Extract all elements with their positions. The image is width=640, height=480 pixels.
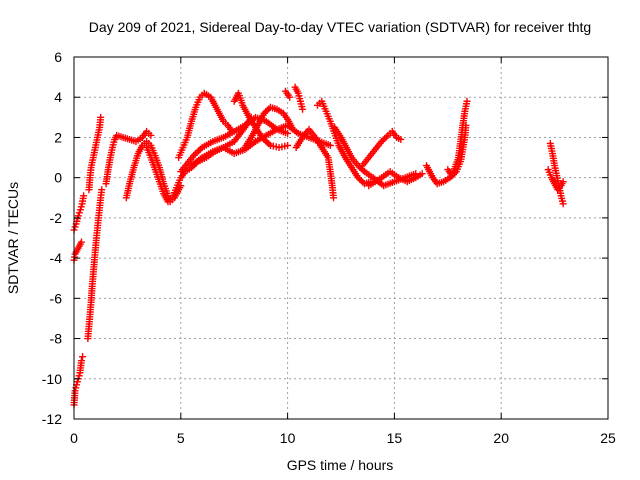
y-tick-label: -2: [50, 210, 63, 226]
y-tick-label: 2: [54, 129, 62, 145]
data-point: [286, 93, 294, 101]
data-point: [265, 105, 273, 113]
y-tick-label: -10: [42, 371, 62, 387]
data-point: [418, 170, 426, 178]
y-tick-label: -8: [50, 331, 63, 347]
data-point: [397, 135, 405, 143]
data-point: [195, 147, 203, 155]
x-tick-label: 15: [387, 430, 403, 446]
y-tick-label: -4: [50, 250, 63, 266]
y-tick-label: -6: [50, 290, 63, 306]
x-tick-label: 0: [70, 430, 78, 446]
data-point: [463, 97, 471, 105]
data-point: [79, 353, 87, 361]
data-point: [80, 192, 88, 200]
data-point: [299, 105, 307, 113]
data-point: [191, 150, 199, 158]
data-points: [70, 83, 567, 409]
x-axis-ticks: 0 5 10 15 20 25: [70, 57, 616, 446]
x-axis-label: GPS time / hours: [287, 457, 394, 473]
x-tick-label: 25: [600, 430, 616, 446]
data-point: [284, 129, 292, 137]
x-tick-label: 10: [280, 430, 296, 446]
y-axis-label: SDTVAR / TECUs: [5, 182, 21, 294]
data-point: [559, 178, 567, 186]
data-point: [193, 148, 201, 156]
data-point: [77, 357, 85, 365]
data-point: [288, 123, 296, 131]
y-tick-label: 6: [54, 49, 62, 65]
chart-title: Day 209 of 2021, Sidereal Day-to-day VTE…: [89, 19, 591, 35]
data-point: [559, 200, 567, 208]
data-point: [326, 141, 334, 149]
plot-frame: [73, 56, 609, 420]
data-point: [382, 133, 390, 141]
data-point: [77, 238, 85, 246]
data-point: [98, 186, 106, 194]
y-tick-label: 4: [54, 89, 62, 105]
y-axis-ticks: -12 -10 -8 -6 -4 -2 0 2 4 6: [42, 49, 608, 427]
y-tick-label: -12: [42, 411, 62, 427]
x-tick-label: 20: [493, 430, 509, 446]
data-point: [330, 194, 338, 202]
y-tick-label: 0: [54, 170, 62, 186]
data-point: [97, 113, 105, 121]
grid-lines: [74, 57, 608, 419]
x-tick-label: 5: [177, 430, 185, 446]
data-point: [359, 178, 367, 186]
data-point: [147, 131, 155, 139]
data-point: [284, 141, 292, 149]
